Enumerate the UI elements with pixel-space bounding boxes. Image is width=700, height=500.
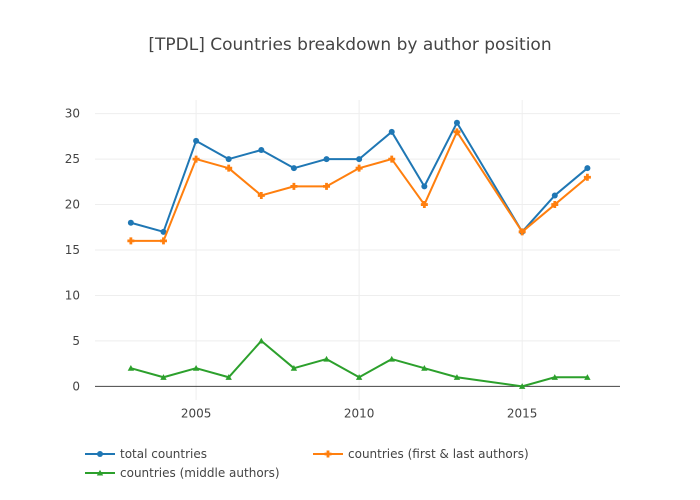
- data-point: [192, 155, 200, 163]
- data-point: [225, 374, 232, 380]
- axes: 0 5 10 15 20 25 30 2005 2010 2015: [65, 107, 620, 420]
- data-point: [356, 156, 363, 163]
- legend-item[interactable]: countries (middle authors): [85, 466, 280, 480]
- data-point: [127, 364, 135, 371]
- x-tick-label: 2015: [507, 406, 538, 420]
- plot-area: [127, 119, 591, 389]
- x-tick-label: 2005: [181, 406, 212, 420]
- data-point: [258, 147, 265, 153]
- legend: total countries countries (first & last a…: [85, 447, 529, 480]
- y-tick-label: 30: [65, 107, 80, 121]
- data-point: [160, 228, 167, 235]
- data-point: [388, 155, 396, 163]
- data-point: [160, 374, 167, 380]
- data-point: [453, 374, 461, 380]
- grid: [95, 100, 620, 400]
- series-line: [130, 339, 588, 388]
- data-point: [551, 201, 559, 209]
- y-tick-label: 10: [65, 288, 80, 302]
- y-tick-label: 25: [65, 152, 80, 166]
- series-2: [127, 128, 591, 245]
- data-point: [159, 237, 167, 245]
- data-point: [551, 374, 558, 380]
- data-point: [127, 237, 135, 245]
- data-point: [355, 164, 363, 172]
- data-point: [323, 355, 330, 362]
- chart-title: [TPDL] Countries breakdown by author pos…: [148, 35, 551, 55]
- data-point: [388, 128, 395, 135]
- data-point: [355, 374, 363, 380]
- data-point: [258, 337, 265, 344]
- legend-item[interactable]: countries (first & last authors): [313, 447, 529, 461]
- legend-label: countries (first & last authors): [348, 447, 529, 461]
- data-point: [388, 355, 395, 362]
- series-line: [130, 130, 589, 242]
- legend-item[interactable]: total countries: [85, 447, 207, 461]
- data-point: [290, 182, 298, 190]
- data-point: [323, 182, 331, 190]
- data-point: [290, 165, 297, 172]
- data-point: [290, 364, 298, 371]
- data-point: [127, 219, 134, 226]
- y-tick-label: 15: [65, 243, 80, 257]
- y-tick-label: 20: [65, 198, 80, 212]
- data-point: [193, 137, 200, 144]
- data-point: [583, 173, 591, 181]
- data-point: [518, 228, 526, 236]
- data-point: [584, 165, 591, 172]
- data-point: [584, 374, 591, 380]
- y-tick-label: 5: [72, 334, 80, 348]
- data-point: [421, 364, 428, 371]
- series-3: [127, 337, 591, 389]
- y-tick-label: 0: [72, 379, 80, 393]
- data-point: [453, 128, 461, 136]
- data-point: [421, 183, 428, 190]
- legend-swatch-marker: [97, 451, 103, 457]
- data-point: [420, 201, 428, 209]
- data-point: [257, 191, 265, 199]
- data-point: [453, 119, 460, 126]
- data-point: [323, 156, 330, 163]
- data-point: [551, 192, 558, 199]
- data-point: [518, 383, 526, 389]
- legend-swatch-marker: [324, 450, 332, 458]
- legend-swatch-marker: [96, 469, 104, 476]
- data-point: [192, 364, 200, 371]
- data-point: [225, 156, 232, 163]
- x-tick-label: 2010: [344, 406, 375, 420]
- data-point: [225, 164, 233, 172]
- legend-label: countries (middle authors): [120, 466, 280, 480]
- legend-label: total countries: [120, 447, 207, 461]
